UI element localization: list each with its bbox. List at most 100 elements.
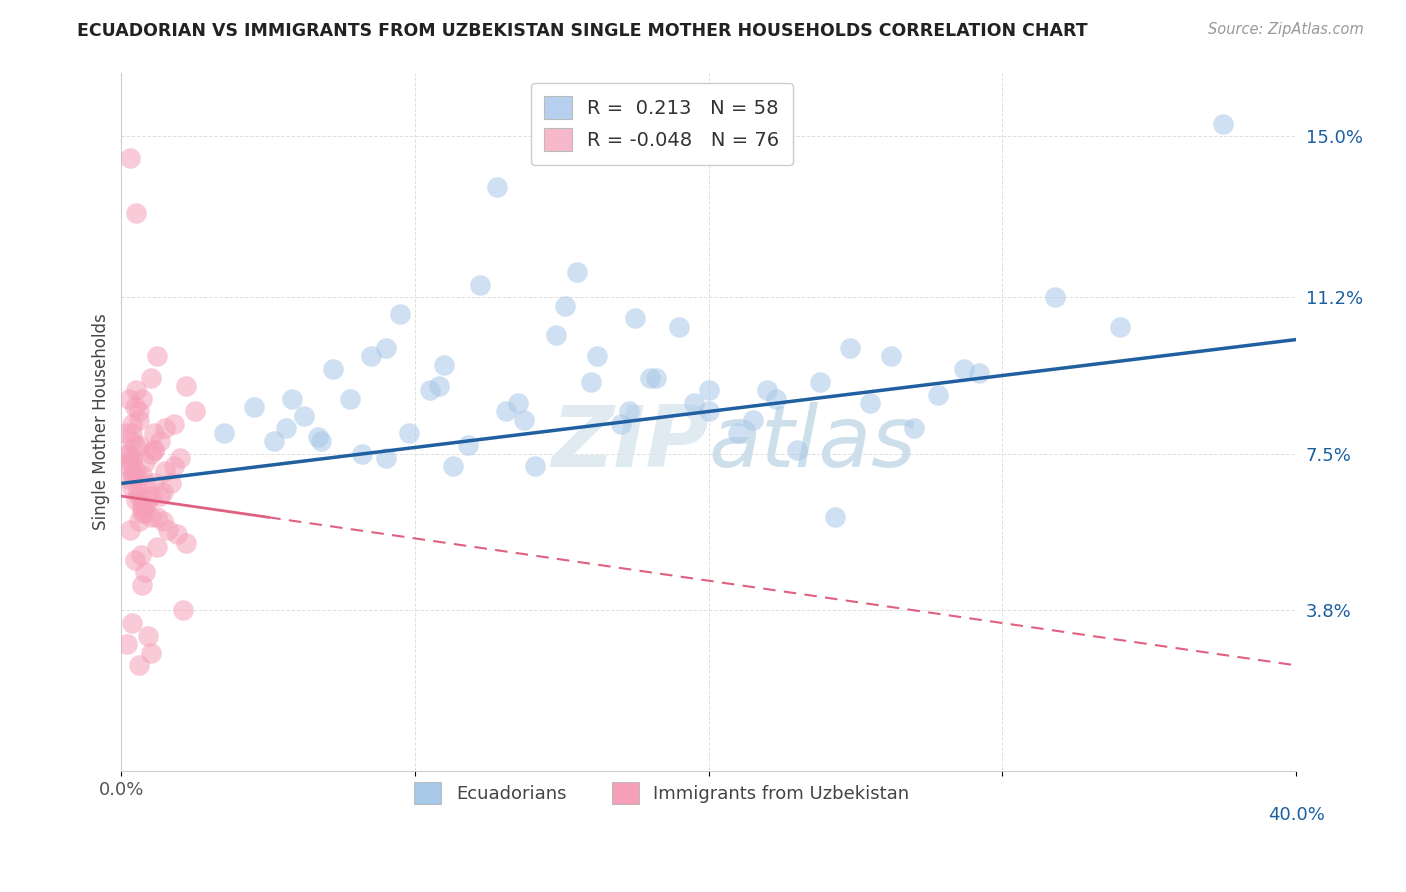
Point [127, 484, 149, 499]
Point [122, 467, 145, 482]
Point [118, 459, 141, 474]
Point [124, 467, 146, 482]
Point [212, 425, 235, 440]
Point [360, 350, 382, 364]
Point [1045, 290, 1067, 304]
Point [307, 430, 329, 444]
Point [125, 464, 148, 478]
Point [128, 413, 150, 427]
Point [506, 396, 529, 410]
Point [121, 615, 143, 630]
Point [756, 384, 779, 398]
Point [609, 417, 631, 432]
Point [142, 476, 165, 491]
Point [125, 205, 148, 219]
Point [125, 493, 148, 508]
Point [281, 392, 304, 406]
Point [697, 404, 720, 418]
Point [120, 523, 142, 537]
Point [174, 535, 197, 549]
Point [765, 392, 787, 406]
Point [121, 417, 143, 432]
Point [309, 434, 332, 449]
Text: ZIP: ZIP [551, 401, 709, 484]
Point [468, 277, 491, 292]
Point [152, 484, 174, 499]
Point [128, 404, 150, 418]
Point [134, 566, 156, 580]
Point [967, 367, 990, 381]
Text: Source: ZipAtlas.com: Source: ZipAtlas.com [1208, 22, 1364, 37]
Point [495, 404, 517, 418]
Point [136, 629, 159, 643]
Point [118, 392, 141, 406]
Point [134, 455, 156, 469]
Point [697, 384, 720, 398]
Point [134, 498, 156, 512]
Point [145, 350, 167, 364]
Point [115, 425, 138, 440]
Point [155, 421, 177, 435]
Point [554, 299, 576, 313]
Point [441, 459, 464, 474]
Point [1212, 117, 1234, 131]
Point [142, 425, 165, 440]
Point [433, 358, 456, 372]
Point [128, 438, 150, 452]
Point [184, 404, 207, 418]
Point [152, 515, 174, 529]
Point [149, 489, 172, 503]
Point [263, 434, 285, 449]
Point [374, 450, 396, 465]
Point [155, 464, 177, 478]
Point [668, 319, 690, 334]
Point [121, 434, 143, 449]
Point [824, 510, 846, 524]
Point [118, 455, 141, 469]
Point [339, 392, 361, 406]
Point [121, 425, 143, 440]
Point [128, 658, 150, 673]
Point [352, 447, 374, 461]
Point [953, 362, 976, 376]
Text: 40.0%: 40.0% [1268, 806, 1324, 824]
Point [160, 476, 183, 491]
Point [128, 515, 150, 529]
Point [120, 151, 142, 165]
Point [142, 442, 165, 457]
Point [142, 442, 165, 457]
Point [117, 637, 139, 651]
Point [427, 379, 450, 393]
Point [808, 375, 831, 389]
Point [145, 510, 167, 524]
Point [786, 442, 808, 457]
Point [683, 396, 706, 410]
Point [125, 384, 148, 398]
Point [486, 180, 509, 194]
Point [174, 379, 197, 393]
Point [513, 413, 536, 427]
Point [139, 646, 162, 660]
Point [398, 425, 420, 440]
Point [134, 476, 156, 491]
Point [121, 450, 143, 465]
Point [139, 447, 162, 461]
Point [389, 307, 412, 321]
Point [169, 450, 191, 465]
Point [118, 472, 141, 486]
Point [157, 523, 180, 537]
Point [903, 421, 925, 435]
Legend: Ecuadorians, Immigrants from Uzbekistan: Ecuadorians, Immigrants from Uzbekistan [408, 774, 917, 811]
Point [638, 370, 661, 384]
Point [131, 506, 153, 520]
Point [145, 540, 167, 554]
Point [131, 578, 153, 592]
Point [131, 467, 153, 482]
Point [131, 501, 153, 516]
Point [242, 401, 264, 415]
Point [139, 370, 162, 384]
Point [619, 404, 641, 418]
Point [134, 506, 156, 520]
Point [117, 447, 139, 461]
Point [124, 438, 146, 452]
